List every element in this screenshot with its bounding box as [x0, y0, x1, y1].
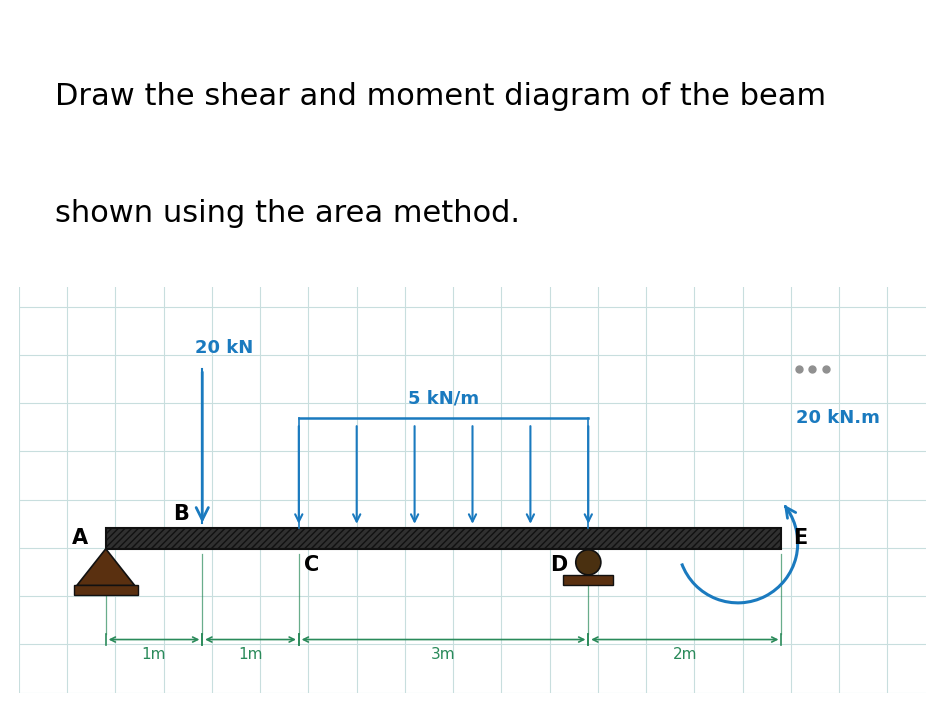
- Bar: [74, 585, 138, 595]
- Text: B: B: [173, 503, 189, 524]
- Text: Draw the shear and moment diagram of the beam: Draw the shear and moment diagram of the…: [55, 81, 825, 111]
- Text: 20 kN.m: 20 kN.m: [795, 409, 879, 427]
- Text: 1m: 1m: [238, 648, 262, 663]
- Text: shown using the area method.: shown using the area method.: [55, 198, 519, 228]
- Text: 5 kN/m: 5 kN/m: [408, 390, 479, 408]
- Text: C: C: [303, 555, 318, 575]
- Bar: [106, 528, 781, 549]
- Circle shape: [575, 550, 600, 575]
- Text: 1m: 1m: [142, 648, 166, 663]
- Text: E: E: [792, 528, 806, 548]
- Text: 20 kN: 20 kN: [194, 338, 253, 357]
- Polygon shape: [76, 549, 135, 585]
- Text: 2m: 2m: [672, 648, 697, 663]
- Text: 3m: 3m: [430, 648, 455, 663]
- Text: A: A: [72, 528, 89, 548]
- Bar: [563, 575, 613, 585]
- Text: D: D: [549, 555, 566, 575]
